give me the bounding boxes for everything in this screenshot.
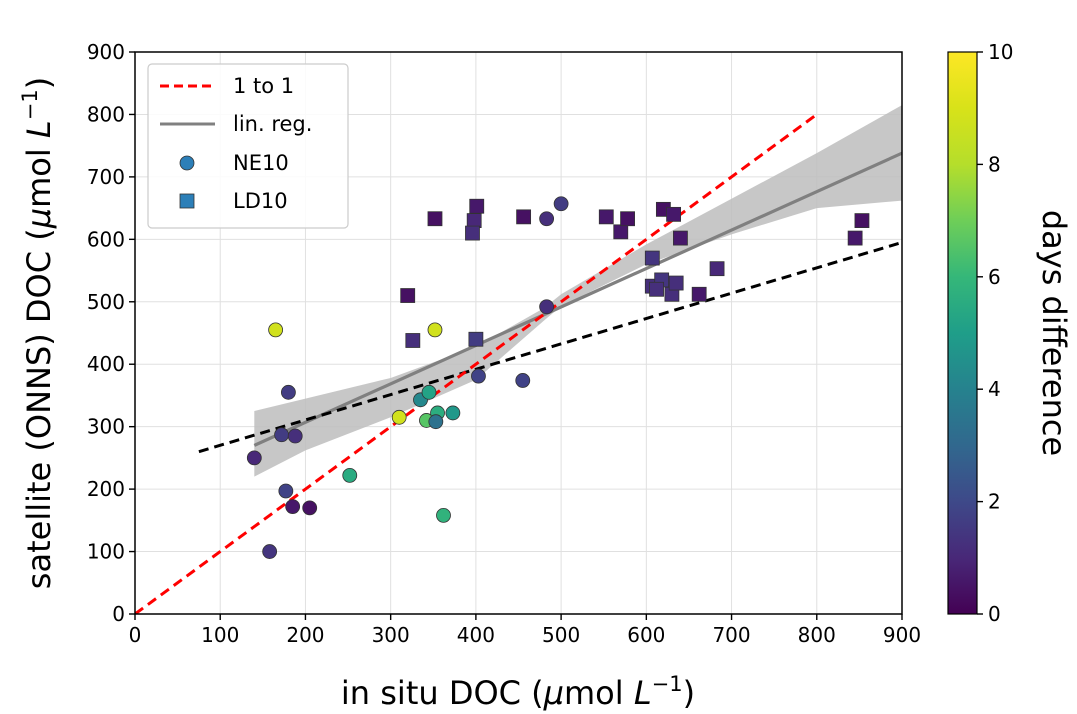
x-tick-label-8: 800: [798, 623, 836, 647]
ld10-point-18: [668, 275, 684, 291]
colorbar-tick-label-2: 4: [988, 377, 1001, 401]
y-tick-label-2: 200: [87, 477, 125, 501]
ne10-point-10: [342, 467, 358, 483]
ne10-point-18: [436, 507, 451, 523]
ld10-point-21: [709, 261, 725, 277]
x-tick-label-3: 300: [372, 623, 410, 647]
plot-frame: [134, 51, 903, 615]
y-axis-label: satellite (ONNS) DOC (μmol L−1): [18, 77, 58, 589]
ne10-point-11: [391, 409, 407, 425]
ne10-point-4: [287, 428, 303, 444]
ld10-point-15: [649, 281, 664, 297]
colorbar-ticks: 0 2 4 6 8 10: [977, 40, 1013, 626]
lin-reg-line: [253, 151, 902, 447]
ld10-point-4: [466, 213, 482, 229]
colorbar-tick-label-5: 10: [988, 40, 1013, 64]
ne10-point-7: [285, 499, 301, 514]
ne10-point-13: [421, 384, 437, 400]
ld10-point-6: [468, 331, 484, 347]
y-tick-label-6: 600: [87, 227, 125, 251]
legend-ne10-label: NE10: [233, 151, 289, 175]
ld10-point-10: [620, 211, 635, 227]
ne10-point-6: [278, 483, 294, 499]
y-tick-label-8: 800: [87, 102, 125, 126]
x-tick-label-4: 400: [457, 623, 495, 647]
ld10-point-8: [598, 209, 614, 225]
x-tick-label-0: 0: [129, 623, 142, 647]
colorbar-tick-label-1: 2: [988, 490, 1001, 514]
x-tick-label-2: 200: [286, 623, 324, 647]
y-axis-ticks: 0 100 200 300 400 500 600 700 800 900: [87, 40, 135, 626]
colorbar: 0 2 4 6 8 10 days difference: [947, 40, 1073, 626]
black-dashed-line: [198, 241, 902, 454]
legend-ld10-marker: [179, 193, 195, 209]
ne10-point-9: [262, 544, 278, 559]
legend-box: [147, 63, 349, 229]
y-tick-label-3: 300: [87, 415, 125, 439]
ne10-point-19: [471, 368, 486, 384]
colorbar-tick-label-3: 6: [988, 265, 1001, 289]
legend-one-to-one-label: 1 to 1: [233, 74, 294, 98]
y-tick-label-4: 400: [87, 352, 125, 376]
x-tick-label-6: 600: [627, 623, 665, 647]
ne10-point-8: [302, 500, 318, 516]
ld10-point-2: [427, 211, 443, 227]
ne10-point-21: [539, 211, 555, 227]
ld10-point-23: [854, 213, 870, 229]
ld10-point-22: [847, 230, 863, 246]
colorbar-gradient: [947, 51, 978, 615]
x-tick-label-9: 900: [883, 623, 921, 647]
ne10-point-20: [515, 373, 531, 388]
ld10-point-3: [469, 198, 485, 214]
ne10-point-2: [280, 384, 296, 400]
ne10-point-0: [268, 322, 284, 338]
legend-ld10-label: LD10: [233, 189, 288, 213]
colorbar-label: days difference: [1035, 210, 1073, 456]
y-tick-label-1: 100: [87, 540, 125, 564]
legend-ne10-marker: [179, 155, 195, 171]
y-tick-label-5: 500: [87, 290, 125, 314]
ld10-point-9: [613, 224, 629, 240]
colorbar-tick-label-0: 0: [988, 602, 1001, 626]
ld10-point-1: [405, 333, 421, 348]
x-tick-label-1: 100: [201, 623, 239, 647]
y-tick-label-9: 900: [87, 40, 125, 64]
ld10-point-0: [400, 288, 416, 303]
x-axis-label: in situ DOC (μmol L−1): [341, 672, 695, 712]
ne10-point-3: [274, 427, 289, 443]
x-tick-label-7: 700: [712, 623, 750, 647]
colorbar-tick-label-4: 8: [988, 152, 1001, 176]
x-axis-ticks: 0 100 200 300 400 500 600 700 800 900: [129, 614, 921, 647]
legend: 1 to 1 lin. reg. NE10 LD10: [147, 63, 349, 229]
data-points: [246, 196, 870, 559]
ld10-point-5: [465, 225, 480, 241]
ld10-point-19: [673, 230, 688, 246]
y-tick-label-7: 700: [87, 165, 125, 189]
ld10-point-20: [691, 286, 707, 302]
ne10-point-1: [427, 322, 443, 338]
ld10-point-7: [516, 209, 532, 225]
ne10-point-22: [553, 196, 569, 212]
ne10-point-16: [428, 414, 444, 430]
x-tick-label-5: 500: [542, 623, 580, 647]
ld10-point-17: [666, 206, 682, 222]
ne10-point-23: [539, 299, 555, 315]
reference-lines: [135, 113, 902, 614]
ld10-point-11: [644, 250, 660, 266]
y-tick-label-0: 0: [112, 602, 125, 626]
one-to-one-line: [135, 113, 818, 614]
ne10-point-17: [445, 405, 461, 421]
legend-lin-reg-label: lin. reg.: [233, 112, 312, 136]
ne10-point-5: [246, 450, 262, 466]
